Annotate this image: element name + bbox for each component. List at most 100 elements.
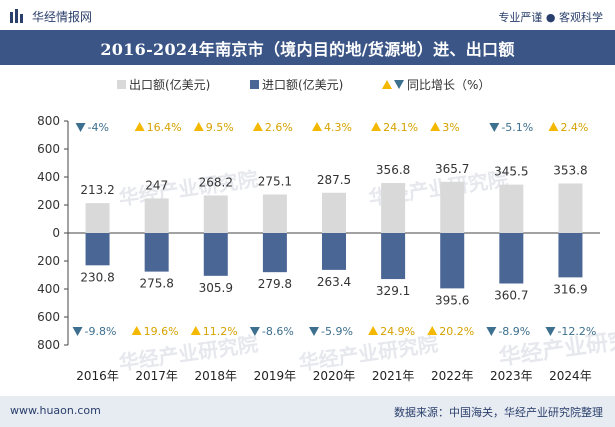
import-value-label: 263.4 [317, 275, 351, 289]
export-bar [440, 181, 465, 233]
import-bar [322, 233, 346, 270]
import-value-label: 329.1 [376, 284, 410, 298]
export-bar [381, 183, 406, 233]
import-value-label: 360.7 [494, 288, 528, 302]
category-label: 2024年 [549, 369, 592, 383]
export-bar [144, 198, 169, 233]
import-growth-label: 19.6% [144, 325, 179, 338]
import-bar [499, 233, 524, 284]
import-bar [381, 233, 406, 280]
y-tick-label: 400 [37, 170, 60, 184]
export-growth-marker [489, 123, 500, 132]
export-growth-label: -5.1% [501, 121, 533, 134]
export-growth-label: 16.4% [147, 121, 182, 134]
export-bar [203, 195, 228, 233]
chart-title: 2016-2024年南京市（境内目的地/货源地）进、出口额 [100, 39, 515, 59]
footer: www.huaon.com 数据来源：中国海关，华经产业研究院整理 [0, 396, 615, 427]
export-growth-label: 3% [442, 121, 459, 134]
import-growth-label: -5.9% [321, 325, 353, 338]
export-bar [558, 183, 583, 233]
export-bar [85, 203, 110, 233]
export-value-label: 213.2 [80, 183, 114, 197]
import-growth-marker [72, 327, 83, 336]
import-bar [558, 233, 583, 278]
export-growth-label: 2.4% [560, 121, 588, 134]
import-growth-marker [190, 326, 201, 335]
y-tick-label: 0 [52, 226, 60, 240]
export-value-label: 365.7 [435, 162, 469, 176]
legend-up-marker [382, 80, 392, 89]
export-value-label: 356.8 [376, 163, 410, 177]
import-growth-marker [131, 326, 142, 335]
category-label: 2020年 [313, 369, 356, 383]
export-value-label: 353.8 [553, 163, 587, 177]
brand-logo-icon [10, 9, 23, 23]
export-value-label: 275.1 [258, 174, 292, 188]
legend-export-swatch [117, 80, 126, 89]
export-growth-marker [371, 122, 382, 131]
import-growth-marker [368, 326, 379, 335]
y-tick-label: 800 [37, 338, 60, 352]
export-growth-label: 2.6% [265, 121, 293, 134]
export-value-label: 345.5 [494, 165, 528, 179]
y-tick-label: 400 [37, 282, 60, 296]
import-value-label: 230.8 [80, 270, 114, 284]
legend-import-label: 进口额(亿美元) [262, 77, 343, 92]
export-growth-label: 4.3% [324, 121, 352, 134]
export-growth-marker [193, 122, 204, 131]
import-value-label: 395.6 [435, 293, 469, 307]
export-growth-marker [430, 122, 441, 131]
tagline: 专业严谨 ● 客观科学 [498, 11, 603, 24]
y-tick-label: 200 [37, 254, 60, 268]
footer-url[interactable]: www.huaon.com [10, 404, 101, 417]
top-bar: 华经情报网 专业严谨 ● 客观科学 [0, 0, 615, 30]
category-label: 2023年 [490, 369, 533, 383]
export-bar [322, 192, 346, 233]
import-growth-label: -12.2% [557, 325, 596, 338]
import-bar [203, 233, 228, 276]
y-tick-label: 600 [37, 142, 60, 156]
category-label: 2022年 [431, 369, 474, 383]
legend-down-marker [394, 80, 404, 89]
import-growth-label: -8.9% [498, 325, 530, 338]
import-growth-marker [249, 327, 260, 336]
import-bar [440, 233, 465, 289]
brand-name: 华经情报网 [32, 9, 93, 24]
footer-source: 数据来源：中国海关，华经产业研究院整理 [394, 406, 603, 419]
y-tick-label: 800 [37, 114, 60, 128]
export-growth-label: 9.5% [206, 121, 234, 134]
import-value-label: 316.9 [553, 282, 587, 296]
import-bar [85, 233, 110, 266]
export-value-label: 247 [145, 178, 168, 192]
y-tick-label: 200 [37, 198, 60, 212]
export-growth-marker [75, 123, 86, 132]
import-value-label: 275.8 [139, 277, 173, 291]
import-bar [262, 233, 287, 273]
category-label: 2019年 [254, 369, 297, 383]
import-growth-marker [545, 327, 556, 336]
export-value-label: 287.5 [317, 173, 351, 187]
import-growth-label: -8.6% [262, 325, 294, 338]
legend-export-label: 出口额(亿美元) [129, 77, 210, 92]
watermark-text: 华经产业研究院 [117, 167, 259, 210]
import-growth-label: 11.2% [203, 325, 238, 338]
export-value-label: 268.2 [199, 175, 233, 189]
export-growth-marker [548, 122, 559, 131]
y-tick-label: 600 [37, 310, 60, 324]
export-growth-marker [252, 122, 263, 131]
export-growth-label: 24.1% [383, 121, 418, 134]
category-label: 2017年 [135, 369, 178, 383]
brand[interactable]: 华经情报网 [10, 7, 92, 25]
import-growth-label: -9.8% [85, 325, 117, 338]
legend-growth-label: 同比增长（%） [407, 78, 490, 92]
import-growth-label: 20.2% [439, 325, 474, 338]
category-label: 2018年 [195, 369, 238, 383]
import-growth-label: 24.9% [380, 325, 415, 338]
category-label: 2016年 [76, 369, 119, 383]
category-label: 2021年 [372, 369, 415, 383]
export-growth-marker [134, 122, 145, 131]
export-bar [499, 184, 524, 233]
legend-import-swatch [250, 80, 259, 89]
import-bar [144, 233, 169, 272]
